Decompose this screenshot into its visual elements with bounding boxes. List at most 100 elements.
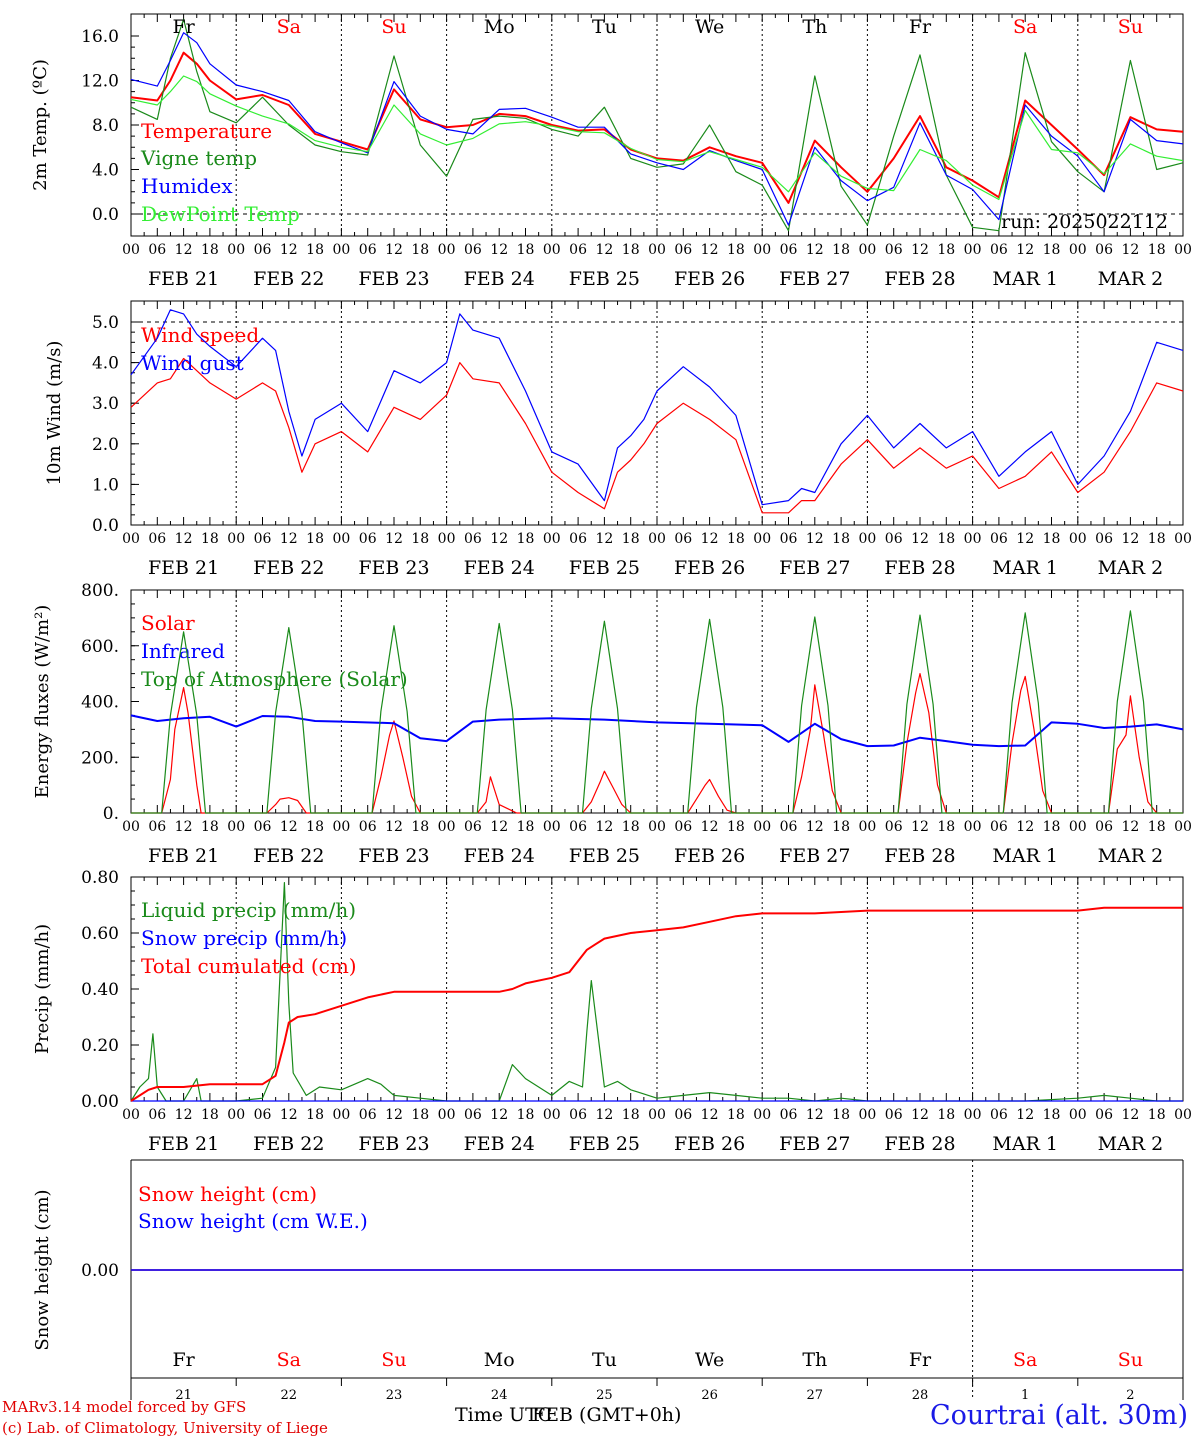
hour-label: 18	[1148, 1107, 1166, 1123]
hour-label: 06	[780, 531, 798, 547]
date-label: MAR 2	[1098, 557, 1164, 579]
hour-label: 12	[175, 819, 193, 835]
hour-label: 00	[1069, 242, 1087, 258]
y-axis-label: 10m Wind (m/s)	[44, 341, 65, 486]
hour-label: 12	[1016, 819, 1034, 835]
weekday-label: Tu	[592, 16, 617, 38]
legend-entry: Snow height (cm)	[138, 1182, 317, 1206]
series-line-temperature	[130, 51, 1184, 204]
hour-label: 18	[622, 242, 640, 258]
hour-label: 06	[569, 819, 587, 835]
weekday-label: Mo	[484, 16, 515, 38]
hour-label: 00	[438, 242, 456, 258]
date-label: FEB 26	[674, 268, 745, 290]
hour-label: 12	[1121, 531, 1139, 547]
day-number-label: 21	[175, 1388, 192, 1400]
y-tick-label: 0.00	[81, 1092, 119, 1112]
date-label: FEB 22	[253, 1133, 324, 1155]
hour-label: 06	[885, 819, 903, 835]
series-line-total-cumulated-cm-	[130, 906, 1183, 1102]
weekday-label: We	[695, 1349, 724, 1371]
y-axis-label: Energy fluxes (W/m²)	[32, 605, 53, 799]
date-label: FEB 21	[148, 1133, 219, 1155]
weekday-label: Sa	[1013, 16, 1037, 38]
hour-label: 18	[832, 531, 850, 547]
hour-label: 18	[306, 819, 324, 835]
legend-entry: Vigne temp	[140, 146, 257, 170]
hour-label: 06	[254, 1107, 272, 1123]
hour-label: 06	[990, 819, 1008, 835]
hour-label: 00	[438, 819, 456, 835]
hour-label: 00	[543, 242, 561, 258]
series-line-vigne-temp	[130, 18, 1184, 232]
panel-3: 0. 200. 400. 600. 800. Energy fluxes (W/m²) 00…	[32, 581, 1192, 867]
hour-label: 18	[937, 242, 955, 258]
hour-label: 12	[595, 242, 613, 258]
hour-label: 12	[1016, 531, 1034, 547]
legend-entry: Wind gust	[141, 351, 244, 375]
hour-label: 06	[780, 242, 798, 258]
y-tick-label: 0.0	[92, 205, 119, 225]
date-label: FEB 24	[464, 1133, 535, 1155]
weekday-label: Fr	[909, 1349, 932, 1371]
hour-label: 18	[937, 1107, 955, 1123]
hour-label: 06	[569, 531, 587, 547]
hour-label: 00	[227, 242, 245, 258]
date-label: FEB 24	[464, 557, 535, 579]
date-label: FEB 27	[779, 1133, 850, 1155]
credit-line-1: MARv3.14 model forced by GFS	[2, 1398, 247, 1416]
day-number-label: 24	[491, 1388, 508, 1400]
hour-label: 06	[148, 819, 166, 835]
hour-label: 06	[674, 531, 692, 547]
hour-label: 00	[648, 531, 666, 547]
series-line-wind-speed	[130, 357, 1184, 514]
hour-label: 06	[359, 242, 377, 258]
y-tick-label: 4.0	[92, 354, 119, 374]
weekday-label: Su	[381, 1349, 406, 1371]
hour-label: 12	[175, 1107, 193, 1123]
y-tick-label: 800.	[81, 581, 119, 601]
hour-label: 12	[911, 1107, 929, 1123]
hour-label: 18	[201, 531, 219, 547]
hour-label: 00	[122, 819, 140, 835]
weekday-label: Fr	[172, 1349, 195, 1371]
date-label: MAR 1	[992, 845, 1058, 867]
hour-label: 00	[332, 819, 350, 835]
legend-entry: Wind speed	[141, 323, 259, 347]
date-label: FEB 21	[148, 268, 219, 290]
hour-label: 12	[701, 531, 719, 547]
date-label: MAR 1	[992, 268, 1058, 290]
y-tick-label: 0.	[103, 804, 119, 824]
hour-label: 12	[490, 242, 508, 258]
hour-label: 06	[674, 819, 692, 835]
panel-2: 0.0 1.0 2.0 3.0 4.0 5.0 10m Wind (m/s) 00 06 12 18…	[44, 300, 1192, 579]
date-label: MAR 1	[992, 557, 1058, 579]
date-label: FEB 25	[569, 268, 640, 290]
hour-label: 00	[438, 531, 456, 547]
day-number-label: 22	[281, 1388, 298, 1400]
y-tick-label: 0.60	[81, 924, 119, 944]
date-label: FEB 27	[779, 557, 850, 579]
time-gmt-text: (GMT+0h)	[573, 1404, 682, 1426]
hour-label: 00	[438, 1107, 456, 1123]
date-label: FEB 23	[358, 268, 429, 290]
hour-label: 18	[411, 242, 429, 258]
date-label: MAR 2	[1098, 268, 1164, 290]
hour-label: 00	[964, 819, 982, 835]
hour-label: 18	[1148, 531, 1166, 547]
weekday-label: Su	[1118, 1349, 1143, 1371]
y-tick-label: 3.0	[92, 394, 119, 414]
hour-label: 06	[674, 242, 692, 258]
hour-label: 18	[306, 242, 324, 258]
hour-label: 00	[122, 531, 140, 547]
hour-label: 00	[858, 531, 876, 547]
y-tick-label: 0.40	[81, 980, 119, 1000]
hour-label: 06	[1095, 819, 1113, 835]
hour-label: 18	[517, 1107, 535, 1123]
day-number-label: 25	[596, 1388, 613, 1400]
hour-label: 18	[306, 531, 324, 547]
time-feb-text: FEB	[532, 1404, 574, 1426]
hour-label: 12	[280, 819, 298, 835]
y-axis-label: Precip (mm/h)	[32, 924, 53, 1054]
hour-label: 00	[332, 531, 350, 547]
